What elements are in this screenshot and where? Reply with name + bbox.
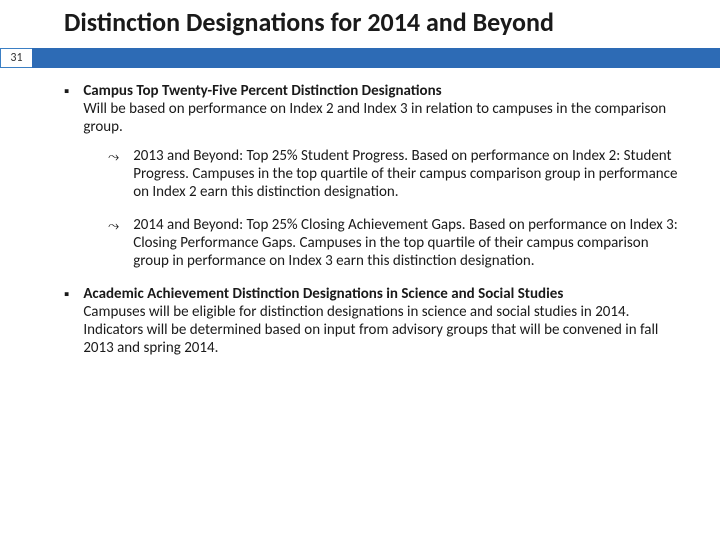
bullet-1-text: Campus Top Twenty-Five Percent Distincti… xyxy=(83,82,686,137)
square-bullet-icon: ▪ xyxy=(64,83,69,102)
sub-bullet-2-text: 2014 and Beyond: Top 25% Closing Achieve… xyxy=(133,216,686,271)
bullet-1: ▪ Campus Top Twenty-Five Percent Distinc… xyxy=(64,82,686,137)
bullet-1-heading: Campus Top Twenty-Five Percent Distincti… xyxy=(83,82,441,100)
bullet-2-body: Campuses will be eligible for distinctio… xyxy=(83,303,658,358)
sub-bullet-1: ⤳ 2013 and Beyond: Top 25% Student Progr… xyxy=(108,147,686,202)
accent-bar: 31 xyxy=(0,48,720,68)
sub-bullet-1-text: 2013 and Beyond: Top 25% Student Progres… xyxy=(133,147,686,202)
page-title: Distinction Designations for 2014 and Be… xyxy=(0,0,720,48)
wave-bullet-icon: ⤳ xyxy=(108,217,119,235)
bullet-1-sublist: ⤳ 2013 and Beyond: Top 25% Student Progr… xyxy=(108,147,686,271)
square-bullet-icon: ▪ xyxy=(64,286,69,305)
bullet-2-text: Academic Achievement Distinction Designa… xyxy=(83,285,686,358)
page-number: 31 xyxy=(0,48,32,68)
accent-bar-fill xyxy=(32,48,720,68)
sub-bullet-2: ⤳ 2014 and Beyond: Top 25% Closing Achie… xyxy=(108,216,686,271)
bullet-1-body: Will be based on performance on Index 2 … xyxy=(83,100,666,136)
bullet-2-heading: Academic Achievement Distinction Designa… xyxy=(83,285,563,303)
bullet-2: ▪ Academic Achievement Distinction Desig… xyxy=(64,285,686,358)
content-area: ▪ Campus Top Twenty-Five Percent Distinc… xyxy=(0,68,720,358)
wave-bullet-icon: ⤳ xyxy=(108,148,119,166)
